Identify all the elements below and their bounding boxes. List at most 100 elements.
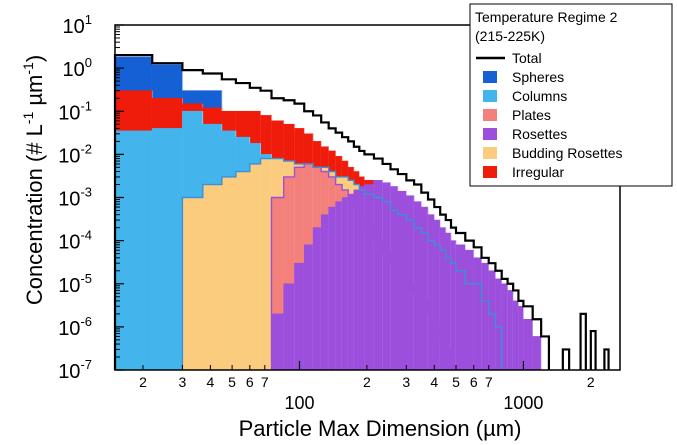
- line-budding-rosettes: [181, 157, 503, 370]
- bar-rosettes: [283, 283, 295, 371]
- bar-budding-rosettes: [221, 176, 237, 371]
- y-tick-label-base: 10: [58, 232, 80, 254]
- legend-entry-label: Irregular: [512, 164, 564, 180]
- bar-rosettes: [390, 186, 399, 371]
- y-tick-label-exponent: -7: [80, 357, 92, 372]
- bar-rosettes: [450, 240, 457, 371]
- bar-rosettes: [427, 214, 435, 371]
- bar-rosettes: [397, 190, 407, 371]
- y-tick-label: 10-4: [58, 228, 92, 254]
- bar-budding-rosettes: [182, 197, 204, 371]
- bar-rosettes: [523, 318, 533, 371]
- bar-rosettes: [320, 214, 329, 371]
- bar-columns: [151, 128, 183, 371]
- y-tick-label: 10-6: [58, 314, 92, 340]
- bar-rosettes: [353, 189, 360, 371]
- bar-budding-rosettes: [202, 184, 223, 371]
- y-tick-label: 100: [63, 55, 92, 81]
- bar-rosettes: [373, 180, 383, 371]
- bar-rosettes: [473, 257, 482, 371]
- legend-entries: Total Spheres Columns Plates Rosettes Budding…: [476, 50, 623, 180]
- bar-rosettes: [495, 278, 503, 371]
- y-axis-label-l-exp: -1: [20, 112, 36, 125]
- legend: Temperature Regime 2 (215-225K) Total Sph…: [469, 3, 673, 187]
- y-tick-label-base: 10: [58, 361, 80, 383]
- bar-rosettes: [271, 313, 284, 371]
- y-tick-label-exponent: -1: [80, 98, 92, 113]
- legend-swatch-spheres: [483, 71, 497, 83]
- y-axis-label-suffix: ): [22, 55, 47, 62]
- legend-swatch-rosettes: [483, 128, 497, 140]
- bar-rosettes: [413, 201, 422, 371]
- x-tick-label: 3: [179, 374, 187, 390]
- y-axis-label-um-exp: -1: [20, 62, 36, 75]
- bar-rosettes: [518, 305, 524, 371]
- x-tick-label: 5: [228, 374, 236, 390]
- bar-rosettes: [335, 201, 343, 371]
- lines-layer: [113, 54, 610, 370]
- bar-rosettes: [532, 336, 542, 371]
- y-tick-label: 101: [63, 12, 92, 38]
- x-tick-label: 2: [363, 374, 371, 390]
- legend-swatch-irregular: [483, 166, 497, 178]
- bar-columns: [114, 130, 153, 371]
- x-tick-label: 2: [587, 374, 595, 390]
- y-tick-label-base: 10: [58, 189, 80, 211]
- y-axis-label: Concentration (# L-1 µm-1): [20, 55, 47, 305]
- bar-rosettes: [512, 300, 519, 371]
- y-tick-label: 10-7: [58, 357, 92, 383]
- legend-box: [469, 3, 673, 187]
- legend-entry-label: Budding Rosettes: [512, 145, 623, 161]
- bar-rosettes: [312, 227, 322, 371]
- x-tick-label: 6: [470, 374, 478, 390]
- y-tick-label-exponent: 0: [85, 55, 92, 70]
- bar-rosettes: [481, 262, 490, 371]
- y-tick-label: 10-3: [58, 185, 92, 211]
- y-tick-label-exponent: -6: [80, 314, 92, 329]
- legend-swatch-columns: [483, 90, 497, 102]
- x-tick-label: 7: [485, 374, 493, 390]
- y-tick-label: 10-1: [58, 98, 92, 124]
- x-tick-label: 100: [284, 393, 314, 413]
- x-tick-label: 2: [139, 374, 147, 390]
- legend-swatch-budding-rosettes: [483, 147, 497, 159]
- bar-rosettes: [382, 182, 391, 371]
- x-tick-label: 3: [402, 374, 410, 390]
- bar-budding-rosettes: [235, 171, 251, 371]
- x-tick-label: 4: [206, 374, 214, 390]
- x-axis-label: Particle Max Dimension (µm): [239, 416, 522, 441]
- y-tick-label-base: 10: [63, 59, 85, 81]
- bar-rosettes: [501, 283, 508, 371]
- bar-rosettes: [455, 244, 466, 371]
- y-tick-label-exponent: -5: [80, 271, 92, 286]
- legend-entry-label: Rosettes: [512, 126, 567, 142]
- y-tick-label-exponent: -2: [80, 141, 92, 156]
- bar-rosettes: [439, 227, 447, 371]
- bar-rosettes: [347, 193, 355, 371]
- y-axis-label-mid: µm: [22, 75, 47, 112]
- bar-rosettes: [507, 290, 514, 371]
- legend-title-line-2: (215-225K): [475, 28, 545, 44]
- y-tick-label-exponent: -4: [80, 228, 92, 243]
- bar-rosettes: [328, 206, 336, 371]
- x-tick-label: 1000: [503, 393, 543, 413]
- y-tick-label-exponent: -3: [80, 185, 92, 200]
- bar-rosettes: [303, 244, 314, 371]
- y-tick-label-base: 10: [58, 145, 80, 167]
- bar-rosettes: [359, 186, 365, 371]
- legend-swatch-plates: [483, 109, 497, 121]
- x-tick-label: 6: [246, 374, 254, 390]
- y-axis-label-prefix: Concentration (# L: [22, 124, 47, 305]
- bar-rosettes: [294, 262, 305, 371]
- x-tick-label: 5: [452, 374, 460, 390]
- x-tick-label: 7: [261, 374, 269, 390]
- legend-entry-label: Spheres: [512, 69, 564, 85]
- bar-budding-rosettes: [249, 163, 261, 371]
- bar-rosettes: [341, 197, 349, 371]
- y-tick-label-exponent: 1: [85, 12, 92, 27]
- legend-entry-label: Plates: [512, 107, 551, 123]
- legend-title-line-1: Temperature Regime 2: [475, 9, 618, 25]
